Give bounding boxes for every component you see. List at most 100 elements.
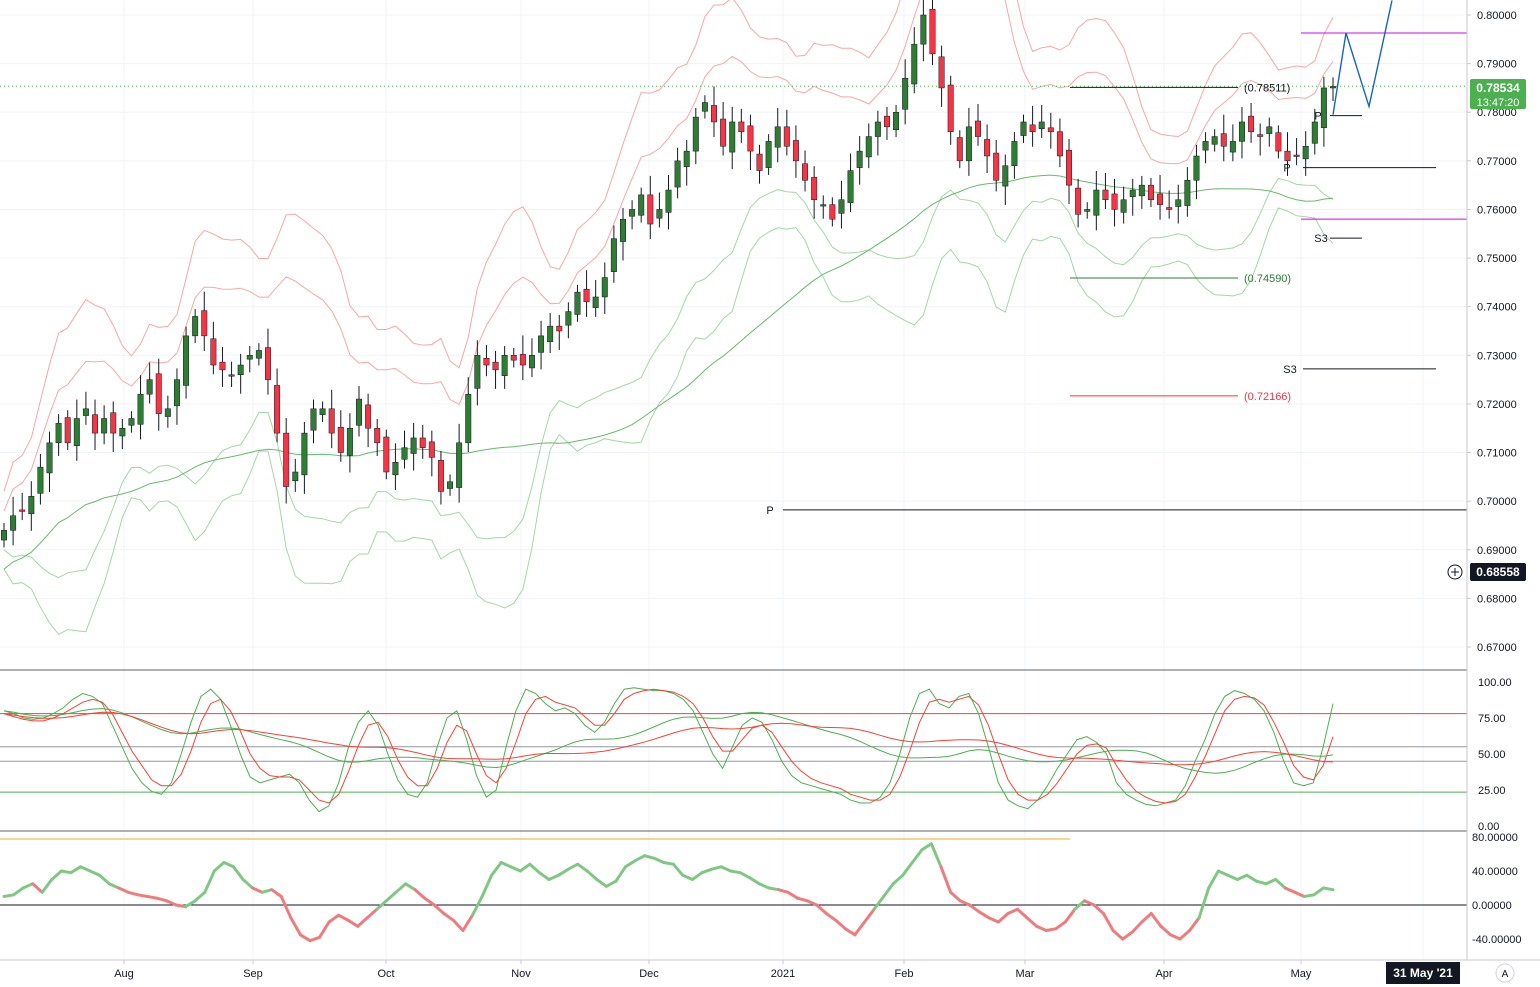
hist-segment	[518, 862, 532, 873]
bb-upper-outer	[3, 0, 1334, 492]
hist-segment	[1140, 912, 1153, 924]
candle	[1075, 178, 1082, 228]
candle	[1166, 190, 1173, 219]
hist-tick-label: 0.00000	[1472, 900, 1512, 912]
hist-segment	[1207, 869, 1220, 890]
candle	[37, 453, 44, 505]
hist-segment	[566, 862, 580, 871]
hist-segment	[1082, 899, 1096, 907]
hist-segment	[624, 859, 637, 869]
hist-segment	[671, 862, 685, 877]
hist-segment	[643, 854, 656, 860]
crosshair-price-tag[interactable]: 0.68558	[1447, 563, 1526, 581]
price-tick-label: 0.80000	[1477, 10, 1517, 22]
hist-segment	[882, 882, 895, 898]
osc-tick-label: 50.00	[1478, 749, 1506, 761]
candle	[747, 114, 754, 171]
last-price: 0.78534	[1476, 81, 1520, 95]
candle	[474, 340, 481, 406]
hist-segment	[1235, 873, 1249, 881]
hist-segment	[1264, 878, 1278, 886]
hist-segment	[652, 856, 666, 864]
price-tick-label: 0.72000	[1477, 399, 1517, 411]
candle	[1248, 102, 1255, 143]
hist-segment	[279, 895, 293, 920]
hist-segment	[968, 903, 981, 914]
price-tick-label: 0.70000	[1477, 496, 1517, 508]
hist-segment	[327, 913, 341, 924]
candle	[119, 418, 126, 450]
hist-segment	[690, 871, 704, 881]
candle	[811, 166, 818, 219]
hist-segment	[1255, 879, 1268, 886]
candle	[729, 106, 736, 170]
hist-segment	[710, 865, 723, 871]
candle	[492, 350, 499, 389]
hist-segment	[1226, 873, 1239, 881]
price-tick-label: 0.77000	[1477, 156, 1517, 168]
hist-segment	[1274, 878, 1287, 890]
candle	[838, 180, 845, 229]
osc-tick-label: 25.00	[1478, 785, 1506, 797]
candle	[401, 430, 408, 469]
price-tick-label: 0.67000	[1477, 642, 1517, 654]
candle	[1120, 186, 1127, 224]
candle	[1293, 137, 1300, 166]
projection-line	[1332, 0, 1393, 115]
candle	[92, 399, 99, 451]
candle	[1066, 138, 1073, 205]
auto-scale-button[interactable]: A	[1495, 963, 1515, 983]
hist-segment	[1312, 886, 1325, 897]
hist-segment	[337, 913, 350, 922]
osc-tick-label: 100.00	[1478, 677, 1512, 689]
candle	[1029, 105, 1036, 147]
candle	[1056, 118, 1063, 168]
hist-segment	[193, 890, 207, 903]
time-tick-label: Apr	[1155, 968, 1172, 980]
candle	[774, 107, 781, 163]
hist-segment	[31, 882, 44, 894]
hist-segment	[834, 918, 847, 931]
candle	[155, 358, 162, 431]
countdown: 13:47:20	[1477, 97, 1520, 109]
hist-segment	[777, 888, 790, 894]
hist-segment	[165, 899, 178, 907]
candle	[510, 348, 517, 368]
candle	[902, 59, 909, 125]
hist-segment	[700, 867, 713, 875]
hist-segment	[1216, 869, 1230, 877]
candle	[392, 443, 399, 490]
candle	[1020, 114, 1027, 143]
candle	[683, 139, 690, 186]
last-price-tag: 0.78534 13:47:20	[1470, 79, 1526, 109]
candle	[292, 458, 299, 492]
histogram-axis: 80.00000 40.00000 0.00000 -40.00000	[1472, 832, 1522, 946]
candle	[301, 421, 308, 494]
candle	[629, 200, 636, 230]
hist-segment	[1245, 873, 1258, 883]
candle	[1157, 174, 1164, 220]
time-scale[interactable]	[0, 960, 1540, 987]
candle	[319, 401, 326, 422]
candle	[701, 95, 708, 119]
hist-segment	[69, 865, 82, 875]
time-tick-label: Dec	[639, 968, 659, 980]
time-tick-label: Oct	[377, 968, 394, 980]
price-tick-label: 0.74000	[1477, 302, 1517, 314]
candle	[192, 309, 199, 344]
hist-segment	[12, 886, 25, 897]
hist-segment	[872, 895, 886, 911]
candle	[374, 418, 381, 456]
price-scale[interactable]	[1467, 0, 1540, 987]
hist-segment	[107, 882, 121, 890]
candle	[1093, 171, 1100, 231]
hist-segment	[595, 878, 608, 888]
hist-segment	[423, 896, 436, 907]
hist-segment	[88, 869, 102, 877]
candle	[1266, 117, 1273, 147]
hist-segment	[241, 878, 255, 890]
candle	[993, 139, 1000, 192]
candle	[428, 430, 435, 477]
hist-segment	[1178, 929, 1192, 941]
